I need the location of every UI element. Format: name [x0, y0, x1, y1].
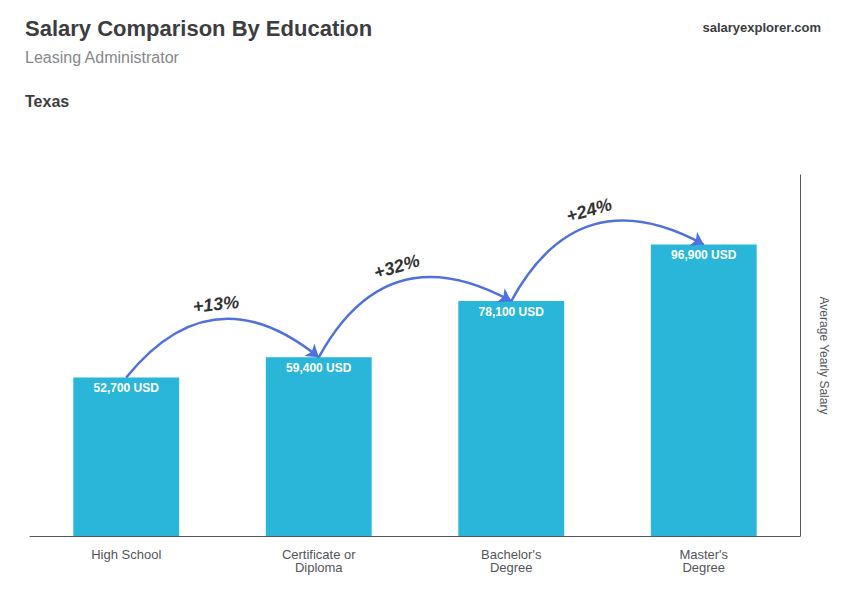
svg-text:Certificate or: Certificate or	[281, 547, 356, 562]
svg-text:+32%: +32%	[372, 251, 422, 283]
svg-text:Bachelor's: Bachelor's	[481, 547, 542, 562]
svg-text:Degree: Degree	[682, 560, 725, 575]
svg-text:78,100 USD: 78,100 USD	[479, 305, 545, 319]
svg-text:Average Yearly Salary: Average Yearly Salary	[817, 297, 831, 415]
svg-text:salaryexplorer.com: salaryexplorer.com	[702, 20, 821, 35]
svg-text:Degree: Degree	[490, 560, 533, 575]
svg-text:+13%: +13%	[192, 292, 240, 317]
svg-text:Salary Comparison By Education: Salary Comparison By Education	[25, 16, 372, 41]
svg-text:59,400 USD: 59,400 USD	[286, 361, 352, 375]
svg-text:96,900 USD: 96,900 USD	[671, 248, 737, 262]
svg-text:High School: High School	[91, 547, 161, 562]
svg-text:+24%: +24%	[564, 194, 614, 226]
svg-text:Texas: Texas	[25, 93, 69, 110]
svg-text:Leasing Administrator: Leasing Administrator	[25, 49, 180, 66]
svg-text:Master's: Master's	[679, 547, 729, 562]
svg-text:Diploma: Diploma	[295, 560, 343, 575]
svg-text:52,700 USD: 52,700 USD	[94, 381, 160, 395]
